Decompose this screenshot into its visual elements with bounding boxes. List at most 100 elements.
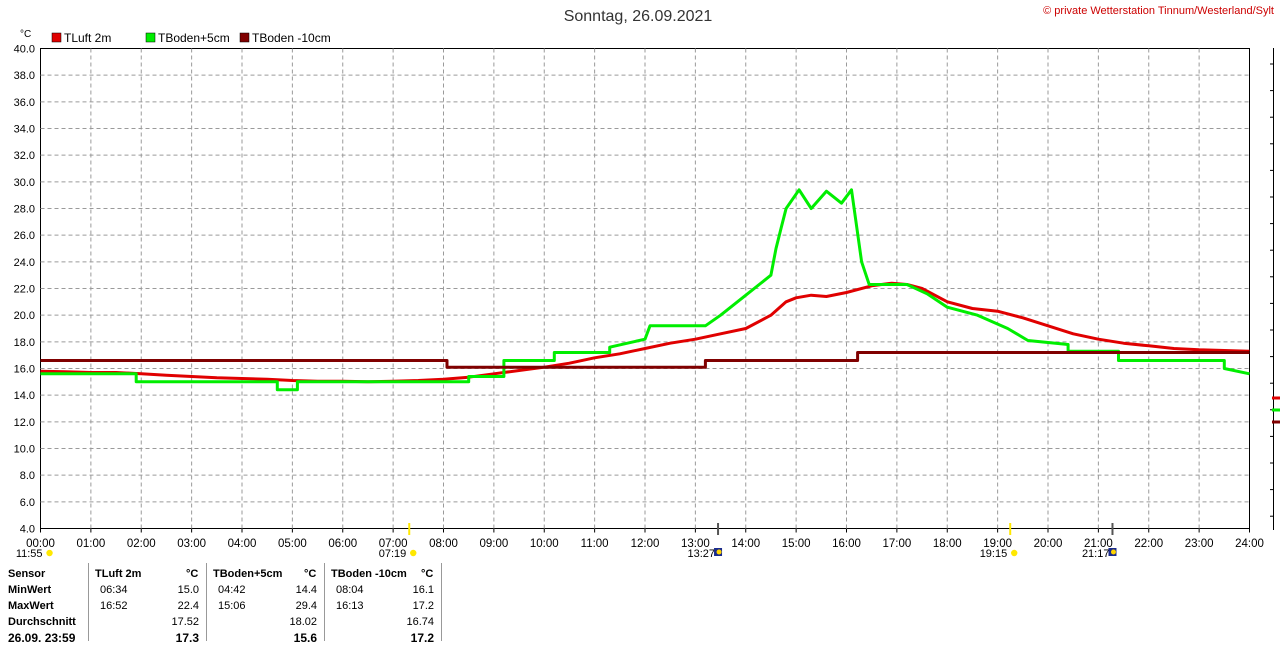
header-sensor: Sensor [8, 568, 46, 580]
header-unit: °C [304, 568, 317, 580]
copyright-text: © private Wetterstation Tinnum/Westerlan… [1043, 5, 1274, 17]
series-group [40, 188, 1250, 392]
max-value-1: 22.4 [177, 600, 199, 612]
y-tick-label: 18.0 [14, 337, 35, 349]
max-time-2: 15:06 [218, 600, 246, 612]
min-value-2: 14.4 [295, 584, 317, 596]
x-tick-label: 11:00 [581, 538, 609, 550]
header-tluft: TLuft 2m [95, 568, 142, 580]
sun-icon [46, 549, 53, 557]
y-tick-label: 16.0 [14, 364, 35, 376]
table-divider [441, 563, 442, 641]
row-label-max: MaxWert [8, 600, 54, 612]
header-tboden5: TBoden+5cm [213, 568, 283, 580]
y-tick-label: 8.0 [20, 470, 35, 482]
temperature-chart: Sonntag, 26.09.2021 © private Wetterstat… [14, 5, 1280, 560]
table-divider [206, 563, 207, 641]
x-tick-label: 12:00 [631, 538, 660, 550]
x-tick-label: 17:00 [882, 538, 911, 550]
sun-moon-markers: 11:55 07:19 13:27 19:15 21:17 [16, 523, 1117, 560]
table-divider [324, 563, 325, 641]
x-tick-label: 05:00 [278, 538, 307, 550]
min-time-1: 06:34 [100, 584, 128, 596]
grid [40, 48, 1250, 529]
header-tboden10: TBoden -10cm [331, 568, 407, 580]
header-unit: °C [186, 568, 199, 580]
y-tick-label: 40.0 [14, 44, 35, 56]
header-unit: °C [421, 568, 434, 580]
x-tick-label: 02:00 [127, 538, 156, 550]
legend-label: TLuft 2m [64, 31, 111, 45]
right-scale [1270, 48, 1280, 530]
current-value-2: 15.6 [293, 631, 317, 645]
sunset-icon [1011, 549, 1018, 557]
max-value-3: 17.2 [412, 600, 434, 612]
legend-swatch [145, 32, 156, 43]
x-tick-label: 03:00 [177, 538, 206, 550]
current-value-1: 17.3 [175, 631, 199, 645]
y-unit-label: °C [20, 29, 31, 40]
y-tick-label: 24.0 [14, 257, 35, 269]
avg-value-2: 18.02 [289, 616, 317, 628]
x-tick-label: 15:00 [782, 538, 811, 550]
current-value-3: 17.2 [410, 631, 434, 645]
moon-glyph [1110, 549, 1116, 555]
series-line [40, 351, 1250, 369]
x-tick-label: 18:00 [933, 538, 962, 550]
y-tick-label: 26.0 [14, 230, 35, 242]
y-tick-label: 14.0 [14, 390, 35, 402]
y-tick-label: 30.0 [14, 177, 35, 189]
row-label-avg: Durchschnitt [8, 616, 76, 628]
legend-swatch [51, 32, 62, 43]
series-line [40, 281, 1250, 384]
y-tick-label: 12.0 [14, 417, 35, 429]
x-tick-label: 24:00 [1235, 538, 1264, 550]
avg-value-3: 16.74 [406, 616, 434, 628]
min-time-2: 04:42 [218, 584, 246, 596]
marker-time-label: 07:19 [379, 548, 407, 560]
row-label-current: 26.09. 23:59 [8, 631, 76, 645]
x-tick-label: 21:00 [1084, 538, 1113, 550]
legend-label: TBoden+5cm [158, 31, 230, 45]
max-time-3: 16:13 [336, 600, 364, 612]
marker-time-label: 19:15 [980, 548, 1008, 560]
y-tick-label: 4.0 [20, 524, 35, 536]
x-tick-label: 09:00 [479, 538, 508, 550]
moon-glyph [716, 549, 722, 555]
series-line [40, 188, 1250, 392]
legend-label: TBoden -10cm [252, 31, 331, 45]
y-tick-label: 28.0 [14, 204, 35, 216]
x-tick-label: 10:00 [530, 538, 559, 550]
min-value-3: 16.1 [412, 584, 434, 596]
legend-swatch [239, 32, 250, 43]
x-tick-label: 13:00 [681, 538, 710, 550]
min-value-1: 15.0 [177, 584, 199, 596]
x-tick-label: 07:00 [379, 538, 408, 550]
y-tick-label: 20.0 [14, 310, 35, 322]
x-tick-label: 19:00 [983, 538, 1012, 550]
sunrise-icon [410, 549, 417, 557]
y-tick-label: 32.0 [14, 150, 35, 162]
x-tick-label: 23:00 [1185, 538, 1214, 550]
y-tick-label: 36.0 [14, 97, 35, 109]
x-tick-label: 00:00 [26, 538, 55, 550]
x-tick-label: 16:00 [832, 538, 861, 550]
y-tick-label: 10.0 [14, 444, 35, 456]
min-time-3: 08:04 [336, 584, 364, 596]
max-value-2: 29.4 [295, 600, 317, 612]
y-tick-label: 34.0 [14, 124, 35, 136]
x-tick-label: 04:00 [228, 538, 257, 550]
table-divider [88, 563, 89, 641]
y-tick-label: 38.0 [14, 70, 35, 82]
row-label-min: MinWert [8, 584, 52, 596]
x-tick-label: 22:00 [1134, 538, 1163, 550]
x-tick-label: 14:00 [731, 538, 760, 550]
marker-time-label: 11:55 [16, 548, 43, 560]
y-tick-label: 6.0 [20, 497, 35, 509]
y-axis: 4.0 6.0 8.0 10.0 12.0 14.0 16.0 18.0 20.0 22.0 24.… [14, 44, 35, 536]
x-tick-label: 20:00 [1034, 538, 1063, 550]
avg-value-1: 17.52 [171, 616, 199, 628]
y-tick-label: 22.0 [14, 284, 35, 296]
x-tick-label: 01:00 [76, 538, 105, 550]
chart-title: Sonntag, 26.09.2021 [564, 8, 713, 25]
